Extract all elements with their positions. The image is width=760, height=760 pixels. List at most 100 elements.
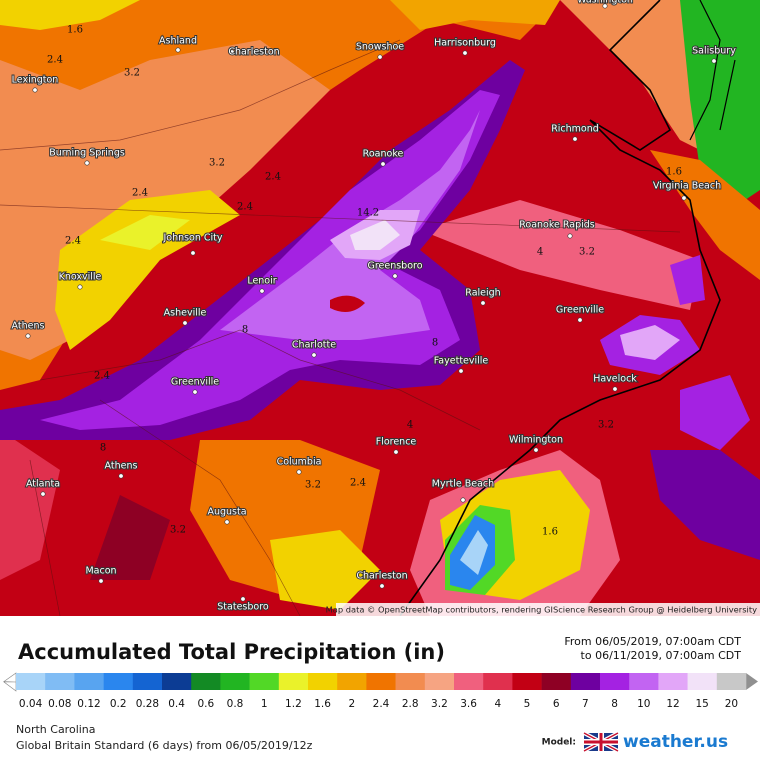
color-swatch — [512, 673, 542, 690]
contour-label: 2.4 — [132, 188, 148, 199]
legend-label: 6 — [553, 698, 560, 710]
city-label: Roanoke — [363, 149, 404, 160]
contour-label: 4 — [407, 420, 413, 431]
contour-label: 2.4 — [237, 202, 253, 213]
colorbar: 0.04 0.08 0.12 0.2 0.28 0.4 0.6 0.8 1 1.2 1.6 2 2.4 2… — [3, 672, 758, 710]
city-label: Washington — [577, 0, 633, 6]
city-label: Athens — [12, 321, 45, 332]
legend-label: 2 — [348, 698, 355, 710]
legend-label: 8 — [611, 698, 618, 710]
contour-label: 3.2 — [170, 525, 186, 536]
city-dot — [240, 596, 246, 602]
city-label: Asheville — [164, 308, 207, 319]
city-dot — [190, 250, 196, 256]
legend-label: 3.2 — [431, 698, 448, 710]
contour-label: 3.2 — [209, 158, 225, 169]
city-label: Florence — [376, 437, 417, 448]
color-swatch — [483, 673, 513, 690]
city-dot — [458, 368, 464, 374]
city-dot — [84, 160, 90, 166]
city-label: Ashland — [159, 36, 197, 47]
city-dot — [229, 49, 235, 55]
legend-label: 7 — [582, 698, 589, 710]
city-label: Greenville — [171, 377, 219, 388]
color-swatch — [541, 673, 572, 690]
uk-flag — [583, 731, 619, 753]
model-run: Global Britain Standard (6 days) from 06… — [16, 739, 313, 752]
city-label: Atlanta — [26, 479, 60, 490]
contour-label: 2.4 — [47, 55, 63, 66]
city-dot — [681, 195, 687, 201]
city-dot — [392, 273, 398, 279]
city-dot — [377, 54, 383, 60]
city-dot — [379, 583, 385, 589]
contour-label: 3.2 — [598, 420, 614, 431]
city-label: Harrisonburg — [434, 38, 496, 49]
legend-label: 1.2 — [285, 698, 302, 710]
color-swatch — [74, 673, 104, 690]
city-dot — [259, 288, 265, 294]
color-swatch — [220, 673, 250, 690]
color-swatch — [191, 673, 221, 690]
color-swatch — [162, 673, 192, 690]
city-dot — [612, 386, 618, 392]
time-from: From 06/05/2019, 07:00am CDT — [564, 635, 741, 648]
city-dot — [460, 497, 466, 503]
city-dot — [40, 491, 46, 497]
model-label: Model: — [542, 738, 576, 748]
map: Map data © OpenStreetMap contributors, r… — [0, 0, 760, 617]
legend-label: 0.8 — [227, 698, 244, 710]
city-dot — [118, 473, 124, 479]
contour-label: 1.6 — [67, 25, 83, 36]
color-swatch — [278, 673, 309, 690]
city-dot — [577, 317, 583, 323]
legend-label: 5 — [524, 698, 531, 710]
city-label: Lexington — [12, 75, 59, 86]
color-swatch — [600, 673, 630, 690]
city-label: Athens — [105, 461, 138, 472]
legend-label: 0.08 — [48, 698, 71, 710]
color-swatch — [687, 673, 718, 690]
city-label: Snowshoe — [356, 42, 404, 53]
legend-label: 20 — [725, 698, 738, 710]
color-swatch — [454, 673, 484, 690]
legend-label: 0.4 — [168, 698, 185, 710]
legend-label: 1 — [261, 698, 268, 710]
city-label: Columbia — [277, 457, 322, 468]
city-dot — [462, 50, 468, 56]
contour-label: 3.2 — [124, 68, 140, 79]
contour-label: 8 — [242, 325, 248, 336]
city-dot — [182, 320, 188, 326]
color-swatch — [249, 673, 280, 690]
city-label: Knoxville — [59, 272, 102, 283]
contour-label: 8 — [432, 338, 438, 349]
city-dot — [25, 333, 31, 339]
city-label: Greensboro — [367, 261, 422, 272]
city-label: Richmond — [551, 124, 599, 135]
city-labels: Washington Lexington Ashland Charleston Snow… — [11, 0, 738, 614]
city-label: Lenoir — [247, 276, 276, 287]
city-dot — [572, 136, 578, 142]
city-dot — [175, 47, 181, 53]
city-dot — [533, 447, 539, 453]
contour-label: 2.4 — [350, 478, 366, 489]
city-label: Burning Springs — [49, 148, 125, 159]
color-swatch — [570, 673, 601, 690]
color-swatch — [424, 673, 455, 690]
city-dot — [567, 233, 573, 239]
city-label: Havelock — [593, 374, 637, 385]
legend-label: 0.6 — [197, 698, 214, 710]
legend-label: 2.8 — [402, 698, 419, 710]
color-swatch — [337, 673, 367, 690]
legend-label: 10 — [637, 698, 650, 710]
title: Accumulated Total Precipitation (in) — [18, 640, 445, 664]
city-label: Myrtle Beach — [432, 479, 494, 490]
city-dot — [296, 469, 302, 475]
city-label: Raleigh — [465, 288, 500, 299]
city-dot — [711, 58, 717, 64]
color-swatch — [395, 673, 426, 690]
contour-label: 4 — [537, 247, 543, 258]
city-dot — [602, 3, 608, 9]
